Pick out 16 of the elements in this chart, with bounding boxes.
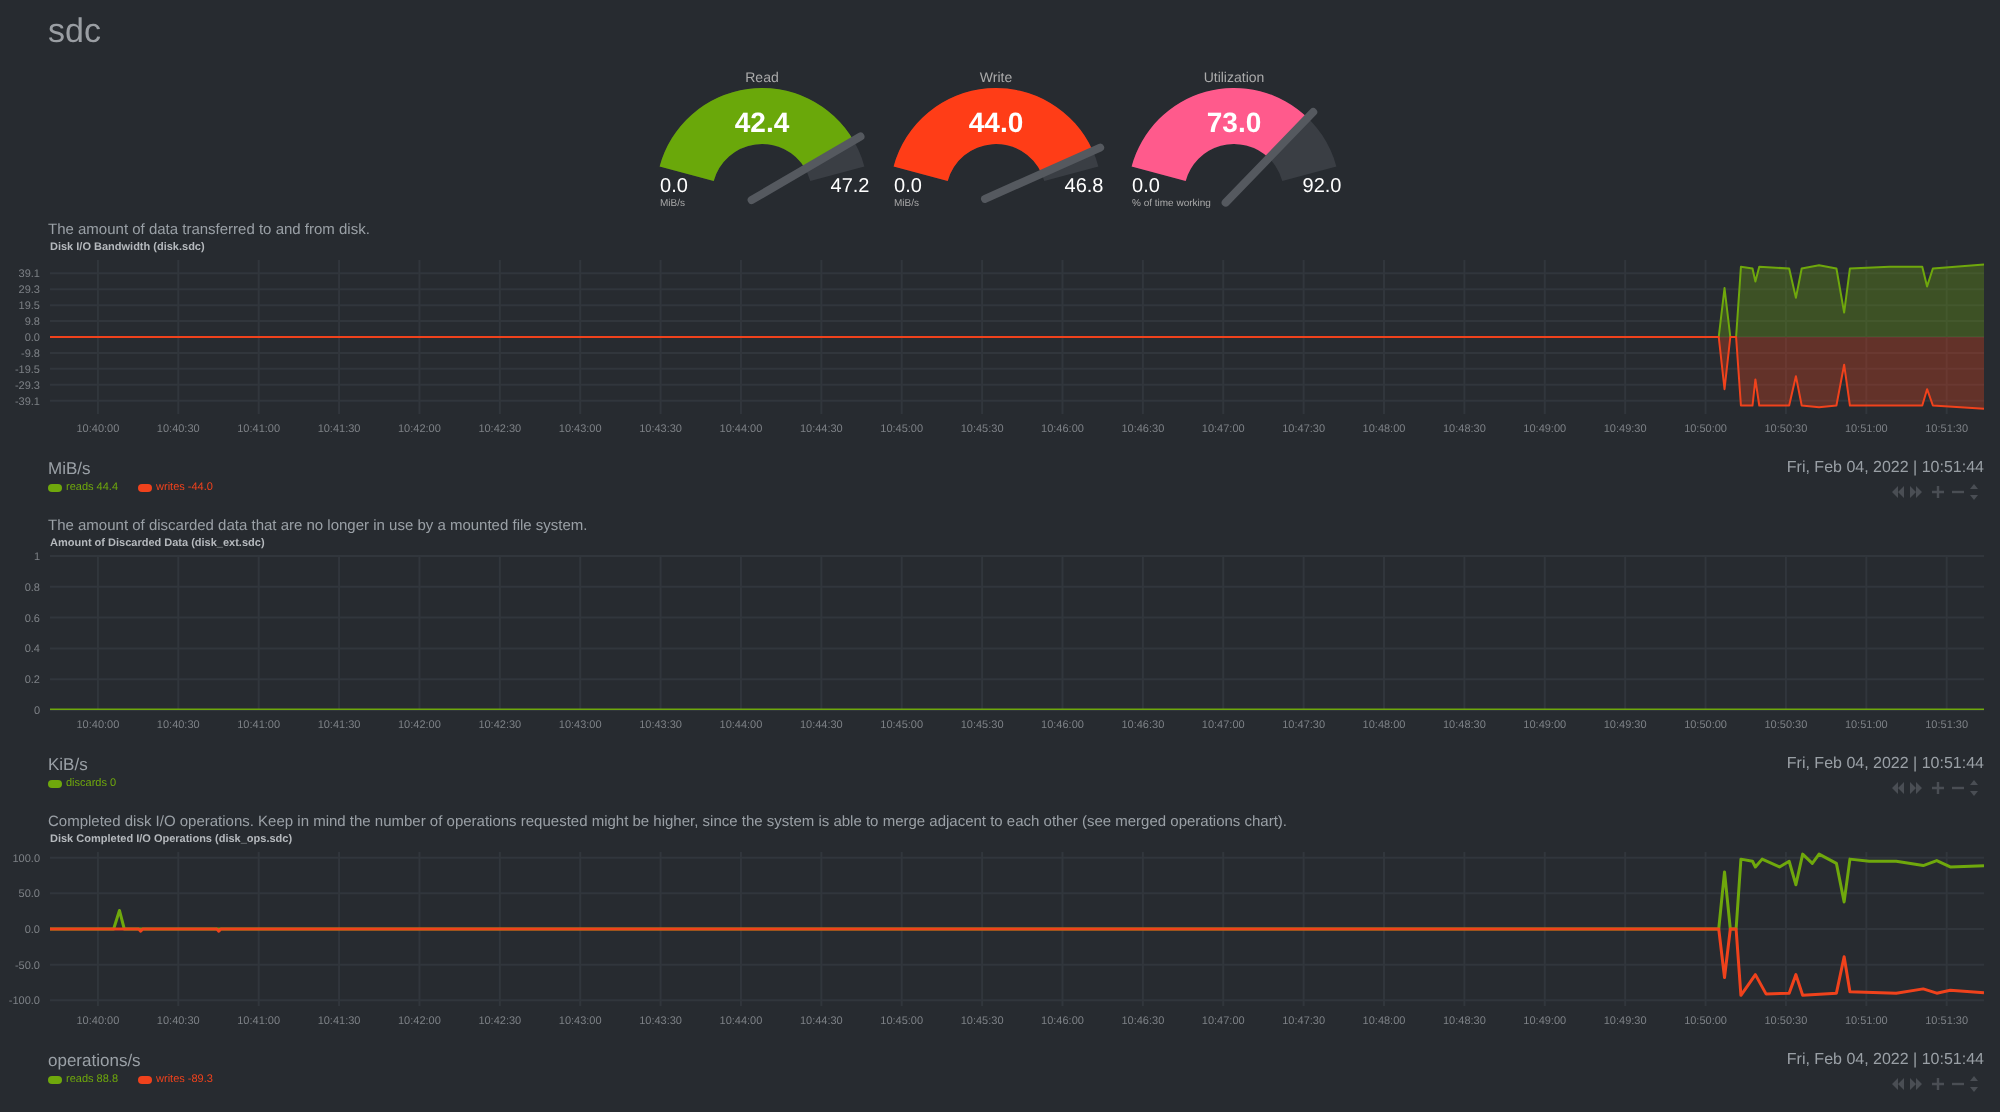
text: Fri, Feb 04, 2022 | 10:51:44	[1786, 754, 1984, 772]
data-label: 92.0	[1302, 176, 1343, 198]
data-label: 73.0	[1206, 106, 1262, 138]
text: KiB/s	[48, 754, 88, 774]
text: operations/s	[48, 1050, 141, 1070]
text: Fri, Feb 04, 2022 | 10:51:44	[1786, 1050, 1984, 1068]
data-label: 44.0	[968, 106, 1024, 138]
text: MiB/s	[48, 458, 91, 478]
data-label: 47.2	[830, 176, 871, 198]
text: sdc	[48, 12, 101, 52]
data-label: 46.8	[1064, 176, 1105, 198]
data-label: 0.0	[660, 176, 689, 198]
data-label: 0.0	[1132, 176, 1161, 198]
data-label: 42.4	[734, 106, 790, 138]
data-label: 0.0	[894, 176, 923, 198]
text: Fri, Feb 04, 2022 | 10:51:44	[1786, 458, 1984, 476]
